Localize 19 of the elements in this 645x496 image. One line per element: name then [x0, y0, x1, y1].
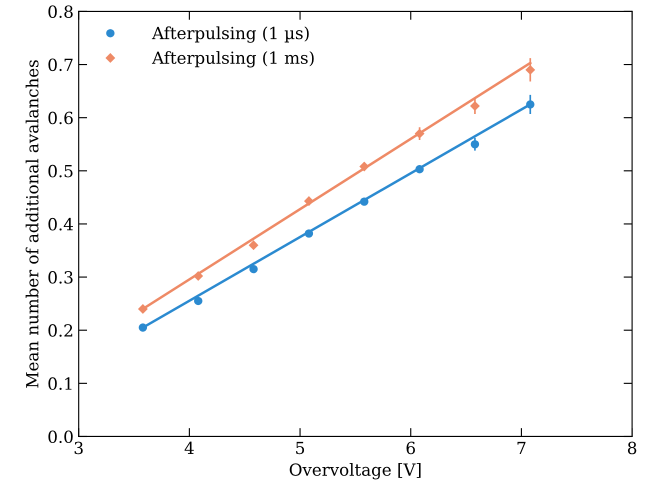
x-tick-label: 5	[296, 442, 304, 454]
y-tick-label: 0.0	[48, 430, 73, 444]
y-tick-label: 0.8	[48, 5, 73, 18]
legend-label: Afterpulsing (1 ms)	[152, 51, 314, 68]
legend-label: Afterpulsing (1 µs)	[152, 26, 309, 43]
y-tick-label: 0.6	[48, 112, 73, 124]
y-tick-label: 0.4	[48, 218, 73, 231]
x-tick-label: 7	[518, 442, 526, 454]
x-tick-label: 6	[406, 442, 415, 454]
y-tick-label: 0.1	[48, 377, 72, 390]
y-tick-label: 0.3	[48, 271, 73, 284]
y-axis-title: Mean number of additional avalanches	[26, 60, 39, 388]
x-tick-label: 4	[184, 442, 194, 454]
y-tick-label: 0.2	[48, 324, 72, 337]
x-tick-label: 8	[628, 442, 636, 454]
y-tick-label: 0.7	[48, 58, 73, 72]
y-tick-label: 0.5	[48, 164, 73, 178]
x-axis-title: Overvoltage [V]	[290, 463, 421, 480]
x-tick-label: 3	[74, 442, 83, 454]
